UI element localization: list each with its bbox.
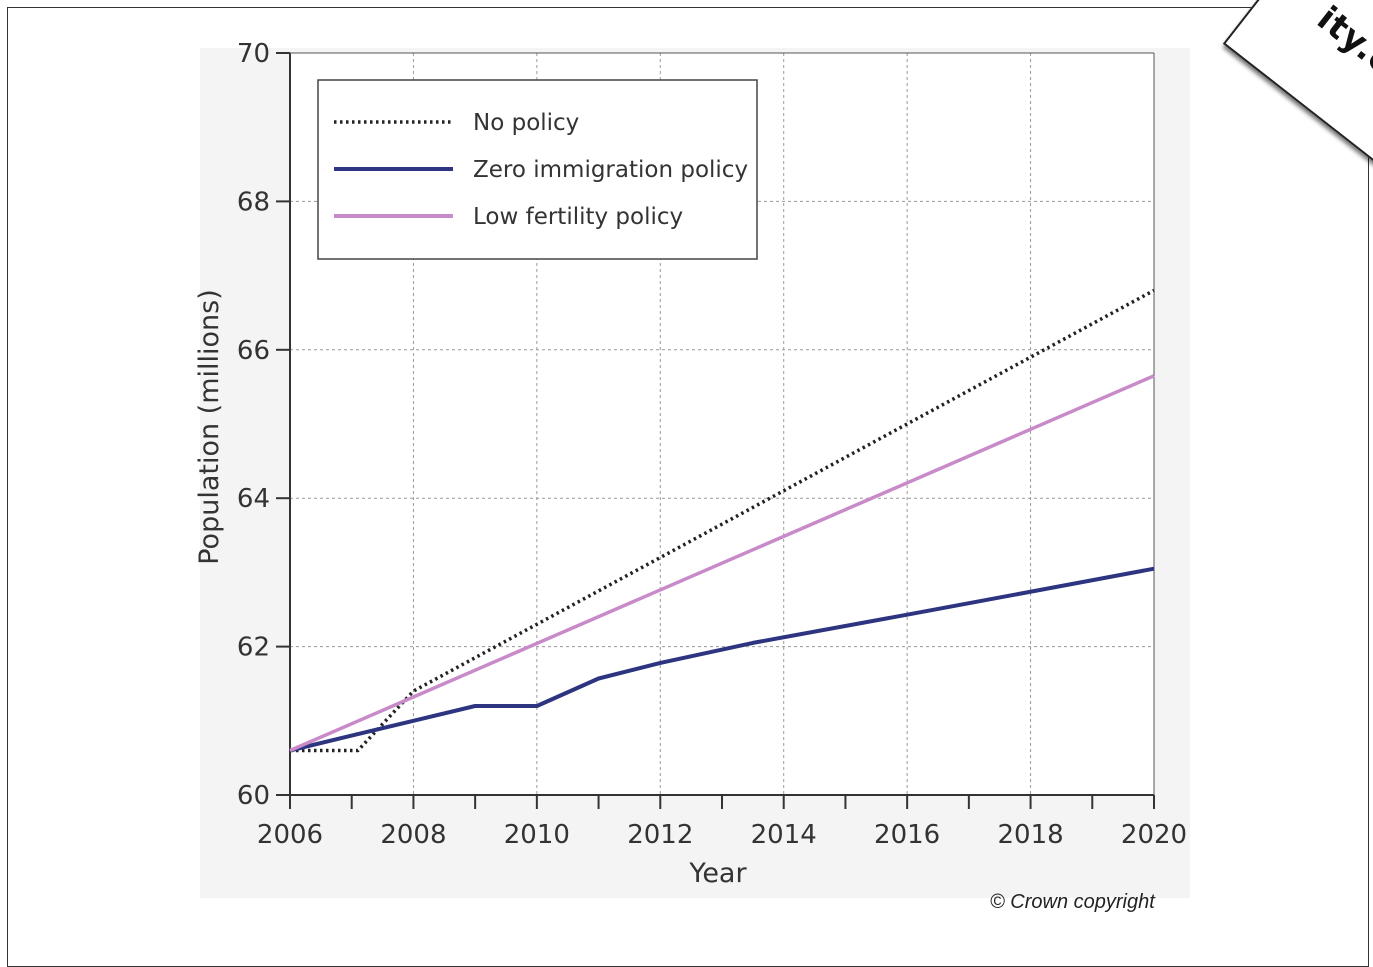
legend: No policy Zero immigration policy Low fert… <box>317 79 758 260</box>
y-tick-label: 60 <box>237 781 270 811</box>
y-tick-label: 70 <box>237 39 270 69</box>
copyright-note: © Crown copyright <box>990 891 1155 913</box>
series-line-2 <box>289 374 1155 753</box>
x-tick-label: 2012 <box>627 820 693 850</box>
y-tick-label: 62 <box>237 633 270 663</box>
x-tick-label: 2014 <box>751 820 817 850</box>
series <box>289 288 1155 753</box>
y-tick-label: 66 <box>237 336 270 366</box>
x-tick-label: 2006 <box>257 820 323 850</box>
legend-label-2: Low fertility policy <box>473 204 683 230</box>
x-tick-label: 2020 <box>1121 820 1187 850</box>
y-tick-label: 68 <box>237 187 270 217</box>
series-line-1 <box>289 566 1155 753</box>
x-axis-label: Year <box>688 858 747 889</box>
watermark-text: ity.c <box>1309 0 1373 83</box>
x-tick-label: 2008 <box>380 820 446 850</box>
axes: 2006 2008 2010 2012 2014 2016 2018 2020 60 62 64 66… <box>237 39 1187 850</box>
y-tick-label: 64 <box>237 484 270 514</box>
x-tick-label: 2018 <box>997 820 1063 850</box>
x-tick-label: 2010 <box>504 820 570 850</box>
legend-label-0: No policy <box>473 110 579 136</box>
y-axis-label: Population (millions) <box>194 289 225 565</box>
legend-label-1: Zero immigration policy <box>473 157 748 183</box>
x-tick-label: 2016 <box>874 820 940 850</box>
series-line-0 <box>290 288 1155 753</box>
